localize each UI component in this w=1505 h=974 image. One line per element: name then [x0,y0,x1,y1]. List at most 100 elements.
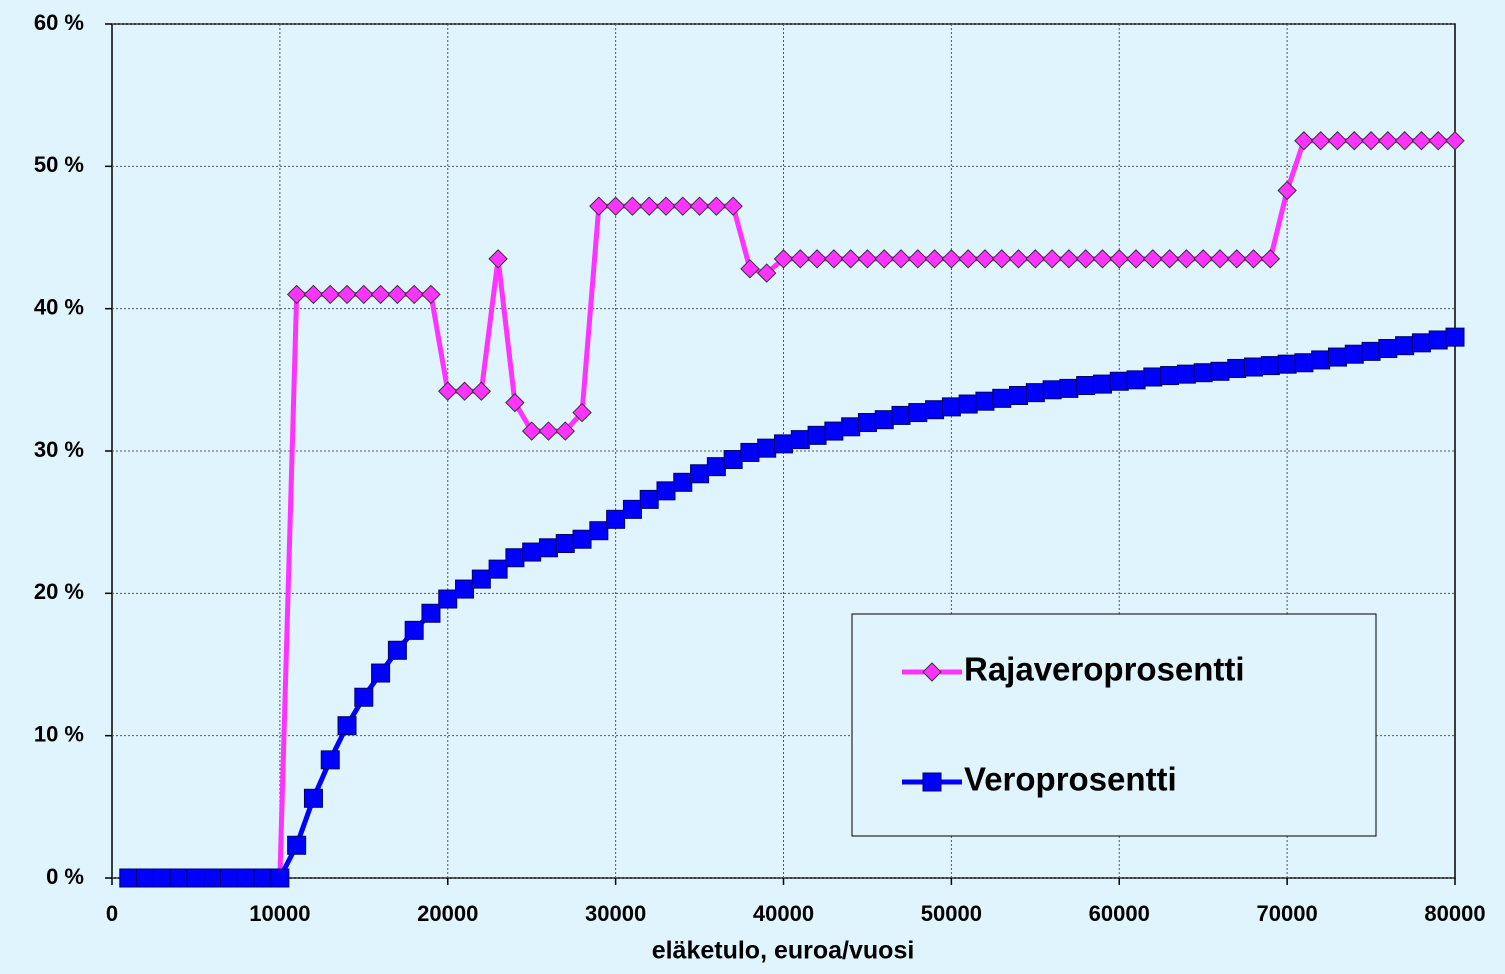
data-point [958,249,978,269]
data-point [606,509,626,529]
data-point [639,196,659,216]
y-tick-label: 20 % [34,579,84,604]
data-point [1277,354,1297,374]
data-point [505,548,525,568]
data-point [421,603,441,623]
data-point [790,430,810,450]
x-tick-label: 70000 [1257,901,1318,926]
data-point [690,464,710,484]
data-point [1193,363,1213,383]
data-point [1176,249,1197,269]
data-point [941,397,961,417]
x-tick-label: 0 [106,901,118,926]
data-point [320,284,340,305]
data-point [555,534,575,554]
data-point [773,249,794,269]
data-point [1428,131,1448,151]
data-point [874,410,894,430]
data-point [303,788,323,808]
data-point [1344,344,1364,364]
data-point [958,394,978,414]
y-tick-label: 60 % [34,10,84,35]
data-point [757,438,777,458]
data-point [1311,350,1331,370]
data-point [689,196,710,216]
data-point [488,559,508,579]
data-point [387,640,407,660]
data-point [387,284,408,305]
x-tick-label: 60000 [1089,901,1150,926]
data-point [203,868,223,888]
data-point [1227,358,1247,378]
y-tick-label: 40 % [34,294,84,319]
data-point [1059,249,1079,269]
data-point [538,421,559,441]
data-point [1277,180,1297,201]
y-tick-label: 50 % [34,152,84,177]
data-point [1109,249,1129,269]
data-point [1109,371,1129,391]
data-point [572,402,592,423]
data-point [992,249,1012,269]
data-point [1243,249,1264,269]
data-point [1176,364,1196,384]
data-point [589,521,609,541]
data-point [354,687,374,707]
data-point [1075,249,1096,269]
data-point [1361,341,1381,361]
data-point [1361,131,1381,151]
data-point [1294,131,1314,151]
data-point [370,284,391,305]
data-point [673,472,693,492]
data-point [992,388,1012,408]
data-point [706,196,727,216]
data-point [757,263,777,283]
data-point [337,716,357,736]
data-point [1210,249,1230,269]
data-point [622,499,642,519]
data-point [706,457,726,477]
data-point [488,249,508,269]
data-point [287,835,307,855]
x-tick-label: 50000 [921,901,982,926]
data-point [438,589,458,609]
data-point [1008,249,1029,269]
data-point [371,663,391,683]
data-point [236,868,256,888]
data-point [589,196,609,216]
data-point [186,868,206,888]
data-point [1378,131,1398,151]
data-point [119,868,139,888]
data-point [975,391,995,411]
y-tick-label: 0 % [46,864,84,889]
data-point [1428,330,1448,350]
data-point [1042,249,1062,269]
data-point [857,249,878,269]
data-point [1411,333,1431,353]
data-point [1445,327,1465,347]
data-point [320,750,340,770]
data-point [723,196,743,216]
data-point [354,284,374,305]
data-point [908,403,928,423]
data-point [824,249,844,269]
data-point [924,249,945,269]
data-point [622,196,643,216]
data-point [471,569,491,589]
data-point [1260,356,1280,376]
data-point [421,284,441,305]
x-tick-label: 80000 [1424,901,1485,926]
data-point [1294,353,1314,373]
data-point [136,868,156,888]
data-point [1395,336,1415,356]
data-point [673,196,693,216]
data-point [1092,374,1112,394]
data-point [1126,249,1146,269]
data-point [891,405,911,425]
data-point [1378,339,1398,359]
data-point [1327,131,1348,151]
data-point [555,421,575,441]
data-point [220,868,240,888]
data-point [1244,357,1264,377]
